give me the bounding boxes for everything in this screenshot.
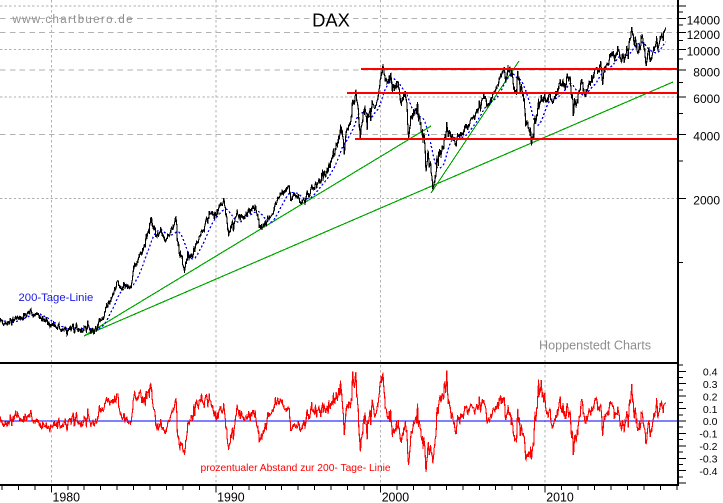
svg-text:1990: 1990 [217,490,245,503]
svg-text:Hoppenstedt Charts: Hoppenstedt Charts [539,339,651,353]
svg-text:0.3: 0.3 [703,379,718,391]
svg-text:-0.4: -0.4 [699,466,717,478]
svg-text:12000: 12000 [687,28,721,42]
svg-text:-0.3: -0.3 [699,454,717,466]
svg-text:4000: 4000 [693,130,720,144]
svg-text:2000: 2000 [693,194,720,208]
svg-text:1980: 1980 [53,490,81,503]
svg-text:0.0: 0.0 [703,416,718,428]
svg-text:2010: 2010 [546,490,574,503]
svg-text:0.1: 0.1 [703,404,718,416]
svg-text:0.4: 0.4 [703,367,718,379]
svg-text:DAX: DAX [312,10,350,31]
svg-text:-0.1: -0.1 [699,429,717,441]
svg-text:200-Tage-Linie: 200-Tage-Linie [19,292,94,304]
svg-text:2000: 2000 [382,490,410,503]
svg-text:8000: 8000 [693,65,720,79]
svg-text:10000: 10000 [687,45,721,59]
svg-text:6000: 6000 [693,92,720,106]
svg-text:0.2: 0.2 [703,391,718,403]
svg-text:14000: 14000 [687,14,721,28]
svg-text:-0.2: -0.2 [699,441,717,453]
svg-text:prozentualer Abstand zur 200-: prozentualer Abstand zur 200- Tage- Lini… [201,463,391,474]
svg-text:www.chartbuero.de: www.chartbuero.de [12,14,134,26]
